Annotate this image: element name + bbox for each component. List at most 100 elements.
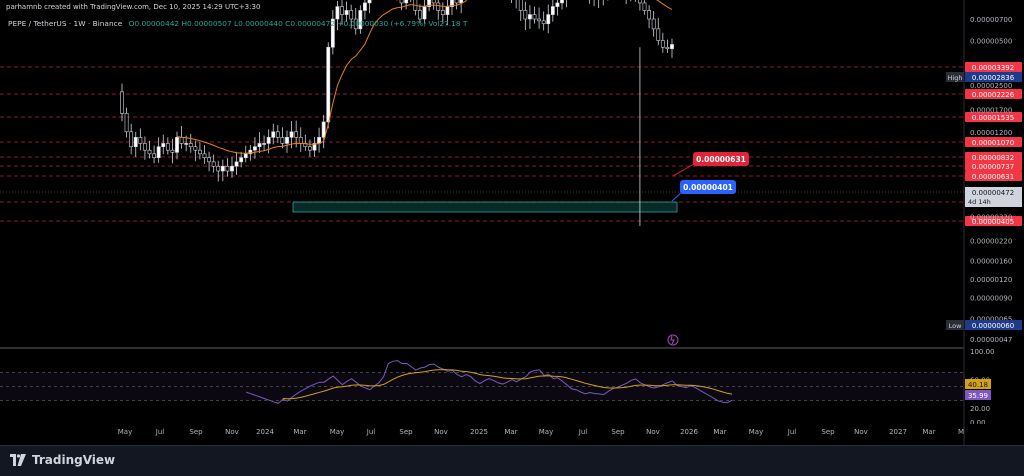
resistance-value: 0.00001535	[972, 114, 1014, 122]
resistance-label: 0.00001535	[965, 112, 1022, 122]
created-by: parhamnb created with TradingView.com, D…	[6, 3, 261, 11]
candle	[454, 0, 459, 10]
candle	[642, 0, 647, 15]
callout-support[interactable]: 0.00000401	[671, 180, 736, 202]
candle	[175, 131, 179, 160]
price-tick-label: 0.00000047	[970, 336, 1012, 344]
support-zone[interactable]	[292, 201, 678, 213]
candle	[243, 145, 248, 163]
replay-icon[interactable]	[667, 334, 679, 346]
candle	[459, 0, 464, 14]
candles	[120, 0, 674, 226]
bar-countdown: 4d 14h	[968, 198, 991, 206]
price-tick-label: 0.00001200	[970, 129, 1012, 137]
candle	[165, 137, 170, 155]
time-tick-label: May	[749, 428, 763, 436]
footer-bar: TradingView	[0, 445, 1024, 476]
time-tick-label: May	[330, 428, 344, 436]
resistance-label: 0.00000737	[965, 161, 1022, 171]
candle	[511, 0, 512, 4]
time-tick-label: Sep	[611, 428, 625, 436]
candle	[418, 4, 422, 23]
price-tick-label: 0.00000120	[970, 276, 1012, 284]
candle	[321, 115, 326, 149]
resistance-value: 0.00000737	[972, 163, 1014, 171]
price-tick-label: 0.00000090	[970, 294, 1012, 302]
candle	[396, 0, 398, 1]
time-axis[interactable]: May Jul Sep Nov 2024 Mar May Jul Sep Nov 2025 Mar Ma…	[118, 428, 964, 436]
candle	[129, 123, 134, 155]
candle	[523, 1, 528, 31]
candle	[625, 0, 627, 5]
candle	[593, 0, 595, 7]
time-tick-label: M	[958, 428, 964, 436]
candle	[225, 158, 230, 177]
price-tick-label: 0.00000160	[970, 258, 1012, 266]
current-price-value: 0.00000472	[972, 189, 1014, 197]
candle	[598, 0, 600, 9]
candle	[303, 134, 308, 151]
time-tick-label: Mar	[293, 428, 306, 436]
extreme-tag: High	[948, 74, 963, 82]
resistance-value: 0.00001070	[972, 139, 1014, 147]
candle	[234, 151, 239, 175]
candle	[198, 142, 202, 160]
candle	[326, 42, 331, 129]
time-tick-label: Jul	[578, 428, 588, 436]
symbol-legend[interactable]: PEPE / TetherUS · 1W · Binance O0.000004…	[8, 19, 467, 28]
candle	[589, 0, 590, 4]
candle	[413, 0, 418, 16]
candle	[410, 0, 412, 3]
extreme-value: 0.00000060	[972, 322, 1014, 330]
candle	[202, 145, 207, 164]
candle	[271, 123, 276, 145]
time-tick-label: 2027	[889, 428, 907, 436]
candle	[161, 134, 166, 155]
price-axis[interactable]: 0.00003392 0.00002226 0.00001535 0.00001070…	[946, 16, 1022, 344]
time-tick-label: Sep	[399, 428, 413, 436]
candle	[220, 159, 225, 182]
candle	[353, 8, 358, 35]
candle	[515, 0, 517, 9]
tradingview-logo[interactable]: TradingView	[10, 453, 115, 467]
candle	[188, 133, 193, 153]
callout-support-label: 0.00000401	[683, 183, 733, 192]
time-tick-label: May	[539, 428, 553, 436]
price-chart[interactable]: 0.00000631 0.00000401 0.00003392 0.0000222…	[0, 0, 1024, 445]
resistance-label: 0.00002226	[965, 89, 1022, 99]
resistance-label: 0.00003392	[965, 62, 1022, 72]
candle	[344, 1, 349, 22]
time-tick-label: Jul	[366, 428, 376, 436]
resistance-label: 0.00001070	[965, 137, 1022, 147]
candle	[156, 137, 161, 163]
candle	[550, 0, 555, 22]
candle	[541, 11, 546, 31]
candle	[253, 137, 257, 159]
rsi-line	[246, 360, 733, 404]
candle	[257, 132, 262, 153]
time-tick-label: 2026	[680, 428, 698, 436]
candle	[330, 10, 335, 55]
callout-target[interactable]: 0.00000631	[672, 152, 749, 177]
time-tick-label: Jul	[155, 428, 165, 436]
candle	[528, 5, 532, 29]
callouts[interactable]: 0.00000631 0.00000401	[671, 152, 749, 202]
candle	[317, 127, 321, 153]
symbol-title[interactable]: PEPE / TetherUS · 1W · Binance	[8, 19, 123, 28]
candle	[230, 157, 234, 178]
candle	[651, 10, 656, 37]
candle	[312, 137, 317, 157]
candle	[532, 6, 537, 24]
callout-target-label: 0.00000631	[696, 155, 746, 164]
candle	[638, 0, 642, 11]
time-tick-label: Sep	[189, 428, 203, 436]
axis-corner	[966, 424, 1024, 445]
resistance-label: 0.00000631	[965, 171, 1022, 181]
tradingview-icon	[10, 454, 26, 466]
candle	[285, 130, 289, 153]
price-tick-label: 0.00000220	[970, 237, 1012, 245]
price-tick-label: 0.00000500	[970, 38, 1012, 46]
candle	[427, 0, 431, 12]
